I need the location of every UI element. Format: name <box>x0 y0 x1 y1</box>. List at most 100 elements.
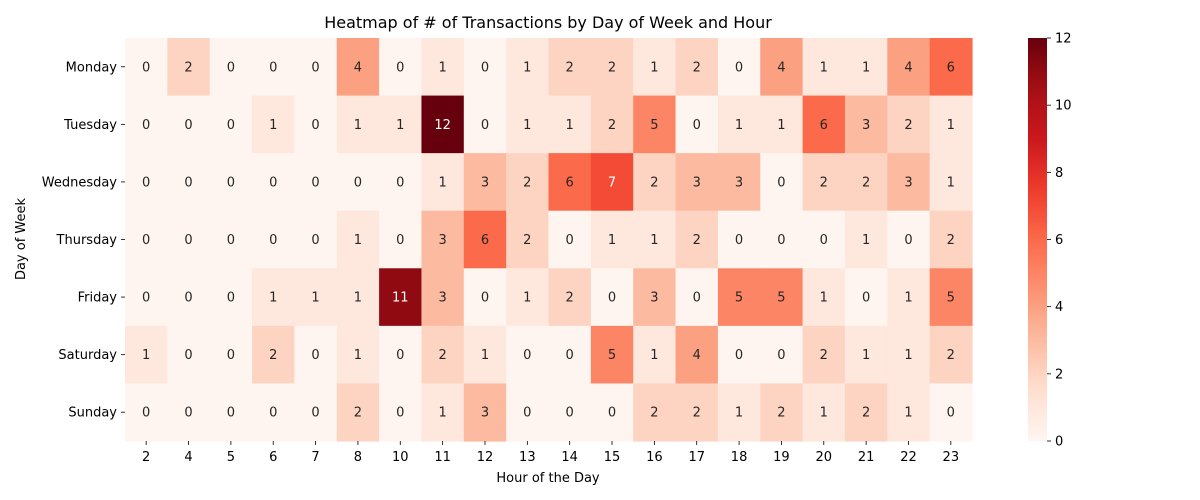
heatmap-cell <box>336 383 380 442</box>
heatmap-cell <box>929 383 973 442</box>
heatmap-cell <box>421 325 465 385</box>
cell-value-label: 2 <box>608 60 616 75</box>
heatmap-cell <box>548 268 592 327</box>
heatmap-cell <box>125 268 168 327</box>
heatmap-cell <box>633 153 677 212</box>
heatmap-cell <box>717 153 761 212</box>
cell-value-label: 2 <box>693 233 701 248</box>
cell-value-label: 0 <box>354 175 362 190</box>
heatmap-cell <box>463 210 507 269</box>
heatmap-cell <box>675 210 719 269</box>
heatmap-cell <box>294 153 338 212</box>
cell-value-label: 0 <box>227 406 235 421</box>
cell-value-label: 0 <box>693 118 701 133</box>
heatmap-cell <box>802 210 846 269</box>
heatmap-cell <box>506 153 550 212</box>
x-axis: 2 4 5 6 7 8 10 11 12 13 14 15 16 17 18 19 20 21 22 23 <box>142 441 959 465</box>
heatmap-cell <box>167 383 211 442</box>
cell-value-label: 1 <box>396 118 404 133</box>
heatmap-cell <box>760 38 804 97</box>
cell-value-label: 6 <box>566 175 574 190</box>
heatmap-cell <box>379 268 423 327</box>
cell-value-label: 1 <box>735 406 743 421</box>
heatmap-cell <box>294 38 338 97</box>
cell-value-label: 2 <box>566 291 574 306</box>
cell-value-label: 0 <box>269 60 277 75</box>
heatmap-cell <box>336 325 380 385</box>
cell-value-label: 0 <box>311 118 319 133</box>
heatmap-cell <box>167 268 211 327</box>
cell-value-label: 0 <box>820 233 828 248</box>
cell-value-label: 1 <box>311 291 319 306</box>
cell-value-label: 2 <box>947 233 955 248</box>
cell-value-label: 1 <box>650 348 658 363</box>
cell-value-label: 0 <box>735 233 743 248</box>
cell-value-label: 5 <box>947 291 955 306</box>
cell-value-label: 2 <box>608 118 616 133</box>
cell-value-label: 0 <box>735 348 743 363</box>
cell-value-label: 0 <box>311 175 319 190</box>
heatmap-cell <box>802 268 846 327</box>
heatmap-cell <box>463 95 507 154</box>
cell-value-label: 0 <box>142 291 150 306</box>
cell-value-label: 5 <box>650 118 658 133</box>
heatmap-cell <box>929 268 973 327</box>
cell-value-label: 1 <box>820 406 828 421</box>
heatmap-cell <box>929 153 973 212</box>
heatmap-cell <box>548 210 592 269</box>
cell-value-label: 1 <box>820 60 828 75</box>
cell-value-label: 1 <box>904 291 912 306</box>
x-tick-label: 16 <box>646 450 663 465</box>
cell-value-label: 5 <box>608 348 616 363</box>
heatmap-cells: 0 2 0 0 0 4 0 1 0 1 2 2 1 2 0 4 1 1 4 60 0 0 1 0 1 1 12 0 1 1 2 5 0 1 1 6 3 2… <box>125 38 973 442</box>
heatmap-cell <box>887 268 931 327</box>
heatmap-cell <box>844 95 888 154</box>
heatmap-cell <box>379 38 423 97</box>
cell-value-label: 0 <box>777 348 785 363</box>
cell-value-label: 0 <box>227 233 235 248</box>
x-tick-label: 22 <box>900 450 917 465</box>
heatmap-cell <box>167 210 211 269</box>
heatmap-cell <box>209 383 253 442</box>
cell-value-label: 2 <box>904 118 912 133</box>
cell-value-label: 0 <box>693 291 701 306</box>
cell-value-label: 2 <box>184 60 192 75</box>
cell-value-label: 4 <box>777 60 785 75</box>
heatmap-cell <box>760 210 804 269</box>
heatmap-cell <box>633 210 677 269</box>
cell-value-label: 0 <box>142 118 150 133</box>
cell-value-label: 1 <box>862 348 870 363</box>
heatmap-cell <box>506 325 550 385</box>
cell-value-label: 1 <box>438 406 446 421</box>
heatmap-cell <box>506 210 550 269</box>
cell-value-label: 1 <box>142 348 150 363</box>
cell-value-label: 1 <box>269 118 277 133</box>
heatmap-cell <box>760 268 804 327</box>
x-tick-label: 14 <box>561 450 578 465</box>
heatmap-cell <box>463 153 507 212</box>
x-tick-label: 21 <box>858 450 875 465</box>
cell-value-label: 0 <box>735 60 743 75</box>
cell-value-label: 0 <box>184 175 192 190</box>
y-tick-label: Saturday <box>58 348 117 363</box>
x-tick-label: 11 <box>434 450 451 465</box>
heatmap-cell <box>760 383 804 442</box>
cell-value-label: 0 <box>184 406 192 421</box>
heatmap-cell <box>633 38 677 97</box>
heatmap-cell <box>760 95 804 154</box>
heatmap-cell <box>887 383 931 442</box>
cell-value-label: 0 <box>904 233 912 248</box>
colorbar-tick-label: 6 <box>1055 233 1063 248</box>
cell-value-label: 2 <box>650 175 658 190</box>
heatmap-cell <box>675 38 719 97</box>
heatmap-cell <box>252 268 295 327</box>
heatmap-cell <box>717 268 761 327</box>
cell-value-label: 1 <box>650 60 658 75</box>
heatmap-cell <box>125 383 168 442</box>
cell-value-label: 0 <box>227 118 235 133</box>
heatmap-cell <box>294 268 338 327</box>
heatmap-cell <box>463 38 507 97</box>
heatmap-cell <box>802 95 846 154</box>
y-tick-label: Thursday <box>56 233 118 248</box>
heatmap-cell <box>929 325 973 385</box>
